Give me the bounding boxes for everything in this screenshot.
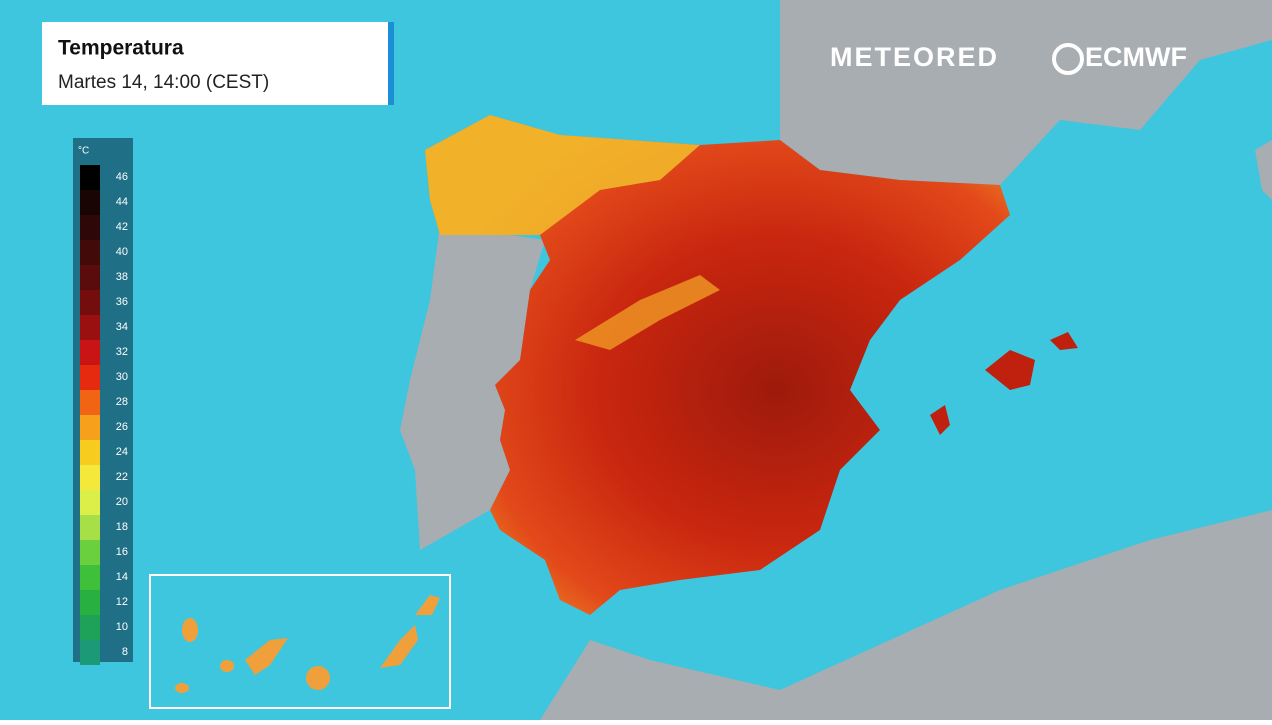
partner-logo: ECMWF	[1085, 42, 1187, 72]
legend-swatch	[80, 465, 100, 490]
legend-swatch	[80, 415, 100, 440]
partner-icon	[1052, 43, 1084, 75]
legend-swatch	[80, 590, 100, 615]
north-band	[425, 115, 700, 235]
canary-islands	[175, 595, 440, 693]
legend-swatch	[80, 615, 100, 640]
legend-label: 14	[116, 571, 128, 583]
legend-swatch	[80, 440, 100, 465]
legend-label: 30	[116, 371, 128, 383]
legend-label: 26	[116, 421, 128, 433]
central-band	[575, 275, 720, 350]
legend-label: 16	[116, 546, 128, 558]
legend-label: 38	[116, 271, 128, 283]
legend-label: 46	[116, 171, 128, 183]
legend-swatch	[80, 640, 100, 665]
legend-label: 20	[116, 496, 128, 508]
legend-label: 8	[122, 646, 128, 658]
legend: 46 44 42 40 38 36 34 32 30 28 26 24 22 20 18 16 14 12 10 8	[80, 165, 128, 665]
title: Temperatura	[58, 37, 184, 60]
brand-logo: METEORED	[830, 42, 999, 72]
legend-swatch	[80, 540, 100, 565]
legend-swatch	[80, 365, 100, 390]
legend-swatch	[80, 165, 100, 190]
legend-swatch	[80, 215, 100, 240]
title-accent	[388, 22, 394, 105]
land	[400, 0, 1272, 720]
legend-label: 12	[116, 596, 128, 608]
subtitle: Martes 14, 14:00 (CEST)	[58, 72, 269, 93]
legend-label: 28	[116, 396, 128, 408]
legend-swatch	[80, 290, 100, 315]
legend-label: 42	[116, 221, 128, 233]
legend-swatch	[80, 390, 100, 415]
legend-label: 10	[116, 621, 128, 633]
legend-label: 22	[116, 471, 128, 483]
legend-unit: °C	[78, 146, 89, 157]
legend-swatch	[80, 340, 100, 365]
title-box	[42, 22, 388, 105]
legend-label: 18	[116, 521, 128, 533]
legend-swatch	[80, 190, 100, 215]
legend-swatch	[80, 265, 100, 290]
legend-swatch	[80, 565, 100, 590]
legend-swatch	[80, 315, 100, 340]
legend-swatch	[80, 515, 100, 540]
legend-label: 32	[116, 346, 128, 358]
legend-label: 44	[116, 196, 128, 208]
legend-label: 40	[116, 246, 128, 258]
legend-label: 24	[116, 446, 128, 458]
inset-frame	[149, 574, 451, 709]
legend-swatch	[80, 490, 100, 515]
legend-swatch	[80, 240, 100, 265]
legend-label: 34	[116, 321, 128, 333]
spain	[425, 115, 1010, 615]
legend-label: 36	[116, 296, 128, 308]
balearics	[930, 332, 1078, 435]
